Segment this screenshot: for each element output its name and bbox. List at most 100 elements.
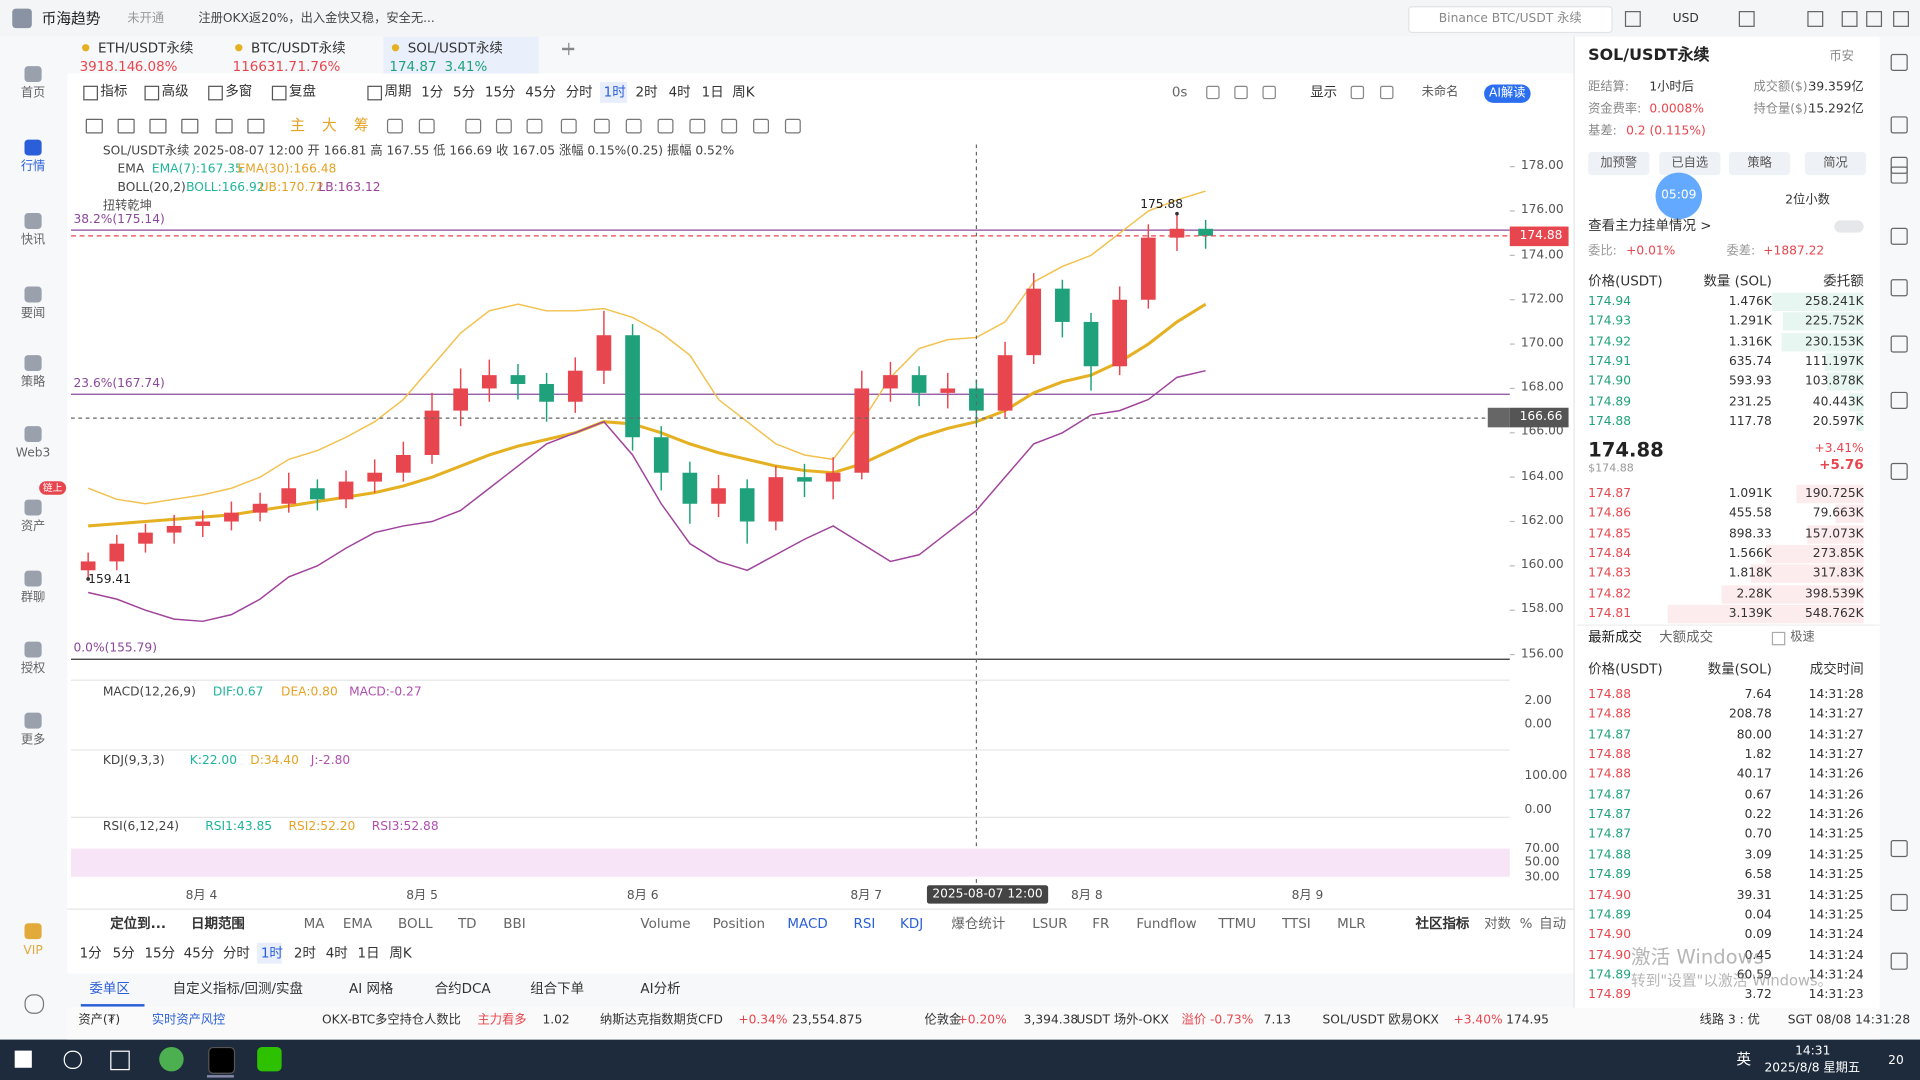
draw-tool[interactable]	[721, 118, 738, 134]
period[interactable]: 1分	[79, 945, 102, 962]
tool-text[interactable]: 筹	[353, 116, 369, 134]
indicator-tab[interactable]: %	[1519, 915, 1533, 932]
tool-text[interactable]: 主	[290, 116, 305, 134]
nav-label[interactable]: 行情	[20, 160, 46, 174]
ai-button[interactable]: AI解读	[1484, 84, 1531, 103]
bottom-tab[interactable]: AI分析	[640, 980, 681, 997]
period[interactable]: 分时	[565, 84, 593, 101]
indicator-tab[interactable]: 社区指标	[1415, 915, 1470, 932]
period[interactable]: 周K	[389, 945, 412, 962]
period[interactable]: 1时	[260, 945, 283, 962]
nav-icon[interactable]	[24, 641, 42, 658]
panel-button[interactable]	[1804, 151, 1867, 176]
draw-tool[interactable]	[593, 118, 610, 134]
indicator-tab[interactable]: MLR	[1337, 915, 1366, 932]
period[interactable]: 2时	[293, 945, 316, 962]
indicator-tab[interactable]: TTSI	[1282, 915, 1311, 932]
draw-tool[interactable]	[689, 118, 706, 134]
nav-icon[interactable]	[24, 139, 42, 156]
bottom-tab[interactable]: 自定义指标/回测/实盘	[172, 980, 303, 997]
draw-tool[interactable]	[495, 118, 512, 134]
draw-tool[interactable]	[657, 118, 674, 134]
nav-label[interactable]: 授权	[20, 662, 46, 676]
indicator-tab[interactable]: Fundflow	[1136, 915, 1197, 932]
indicator-tab[interactable]: EMA	[342, 915, 373, 932]
draw-tool[interactable]	[625, 118, 642, 134]
nav-icon[interactable]	[24, 570, 42, 587]
bottom-tab[interactable]: AI 网格	[348, 980, 394, 997]
nav-icon[interactable]	[24, 355, 42, 372]
nav-label[interactable]: 首页	[20, 86, 46, 101]
indicator-tab[interactable]: 自动	[1539, 915, 1567, 932]
side-icon[interactable]	[1890, 156, 1908, 174]
draw-tool[interactable]	[117, 118, 135, 134]
toolbar-item[interactable]: 显示	[1310, 84, 1338, 101]
draw-tool[interactable]	[784, 118, 801, 134]
indicator-tab[interactable]: MA	[303, 915, 325, 932]
panel-button-label[interactable]: 已自选	[1671, 156, 1709, 171]
nav-icon[interactable]	[24, 712, 42, 729]
draw-tool[interactable]	[85, 118, 103, 134]
period[interactable]: 1时	[603, 84, 626, 101]
draw-tool[interactable]	[215, 118, 233, 134]
nav-icon[interactable]	[24, 213, 42, 229]
nav-label[interactable]: Web3	[15, 446, 51, 461]
search-box[interactable]	[1408, 6, 1613, 34]
indicator-tab[interactable]: RSI	[853, 915, 876, 932]
bottom-tab[interactable]: 委单区	[89, 980, 130, 997]
indicator-tab[interactable]: MACD	[787, 915, 828, 932]
nav-icon[interactable]	[24, 66, 42, 83]
nav-label[interactable]: 策略	[20, 375, 46, 390]
window-control[interactable]	[1893, 11, 1909, 27]
window-control[interactable]	[1807, 11, 1824, 27]
nav-icon[interactable]	[24, 286, 42, 303]
toolbar-item[interactable]: 高级	[161, 83, 189, 100]
indicator-tab[interactable]: FR	[1092, 915, 1110, 932]
indicator-tab[interactable]: BOLL	[397, 915, 433, 932]
side-icon[interactable]	[1890, 53, 1908, 72]
indicator-tab[interactable]: Position	[712, 915, 766, 932]
period[interactable]: 1日	[701, 84, 724, 101]
period[interactable]: 15分	[484, 84, 516, 101]
period[interactable]: 分时	[222, 945, 250, 962]
nav-label[interactable]: 快讯	[20, 233, 46, 248]
side-icon[interactable]	[1890, 893, 1908, 912]
side-icon[interactable]	[1890, 279, 1908, 297]
draw-tool[interactable]	[149, 118, 167, 134]
side-icon[interactable]	[1890, 952, 1908, 970]
indicator-tab[interactable]: LSUR	[1032, 915, 1068, 932]
tab-name[interactable]: ETH/USDT永续	[97, 40, 194, 57]
label[interactable]: 日期范围	[191, 915, 245, 932]
tool-text[interactable]: 大	[322, 116, 337, 134]
nav-label[interactable]: 更多	[20, 733, 46, 747]
draw-tool[interactable]	[418, 118, 435, 134]
window-control[interactable]	[1738, 11, 1755, 27]
window-control[interactable]	[1866, 11, 1883, 27]
toolbar-item[interactable]: 指标	[100, 83, 128, 100]
window-control[interactable]	[1624, 11, 1641, 27]
period[interactable]: 1分	[421, 84, 444, 101]
label[interactable]: 定位到...	[110, 915, 166, 932]
draw-tool[interactable]	[386, 118, 403, 134]
toggle[interactable]	[1834, 220, 1864, 233]
label[interactable]: 最新成交	[1588, 629, 1643, 646]
draw-tool[interactable]	[560, 118, 577, 134]
panel-button[interactable]	[1588, 151, 1650, 176]
side-icon[interactable]	[1890, 391, 1908, 409]
panel-button-label[interactable]: 策略	[1747, 156, 1772, 171]
draw-tool[interactable]	[181, 118, 199, 134]
panel-button[interactable]	[1659, 151, 1721, 176]
tab-name[interactable]: BTC/USDT永续	[251, 40, 346, 57]
panel-button-label[interactable]: 加预警	[1600, 156, 1638, 171]
draw-tool[interactable]	[465, 118, 482, 134]
toolbar-item[interactable]: 周期	[384, 83, 412, 100]
period[interactable]: 4时	[325, 945, 348, 962]
window-control[interactable]	[1841, 11, 1858, 27]
bottom-tab[interactable]: 合约DCA	[434, 980, 491, 997]
indicator-tab[interactable]: TD	[457, 915, 477, 932]
nav-label[interactable]: 资产	[20, 520, 46, 534]
draw-tool[interactable]	[247, 118, 265, 134]
draw-tool[interactable]	[753, 118, 769, 134]
period[interactable]: 15分	[144, 945, 176, 962]
toolbar-item[interactable]: 复盘	[288, 83, 316, 100]
